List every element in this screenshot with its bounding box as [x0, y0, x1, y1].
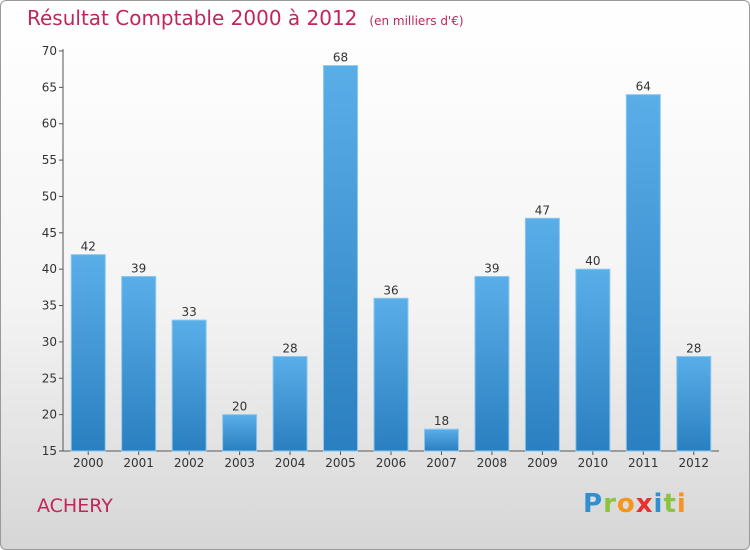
- logo-letter: P: [583, 489, 604, 519]
- x-tick-label: 2009: [527, 456, 558, 470]
- bar: [524, 217, 560, 452]
- bar-value-label: 39: [131, 261, 146, 275]
- x-tick-label: 2011: [628, 456, 659, 470]
- bar: [171, 319, 207, 452]
- bar-value-label: 40: [585, 254, 600, 268]
- logo-letter: o: [616, 489, 636, 519]
- bar-value-label: 47: [535, 203, 550, 217]
- logo-letter: x: [635, 489, 654, 519]
- y-tick-label: 65: [42, 80, 57, 94]
- bar-value-label: 20: [232, 400, 247, 414]
- chart-title-unit: (en milliers d'€): [369, 14, 464, 28]
- proxiti-logo[interactable]: Proxiti: [583, 489, 687, 519]
- logo-letter: t: [663, 489, 677, 519]
- bar-value-label: 28: [686, 341, 701, 355]
- x-tick-label: 2001: [123, 456, 154, 470]
- x-tick-label: 2012: [678, 456, 709, 470]
- y-tick-label: 45: [42, 226, 57, 240]
- bars: 42 39 33 20 28 68 36 18 39 47 40 64 28: [70, 51, 712, 452]
- bar: [323, 65, 359, 452]
- logo-letter: i: [653, 489, 664, 519]
- bar-value-label: 33: [182, 305, 197, 319]
- chart-title-text: Résultat Comptable 2000 à 2012: [27, 6, 358, 30]
- bar-value-label: 64: [636, 80, 651, 94]
- x-tick-label: 2002: [174, 456, 205, 470]
- y-tick-label: 25: [42, 371, 57, 385]
- x-tick-label: 2008: [477, 456, 508, 470]
- y-tick-label: 15: [42, 444, 57, 458]
- bar-value-label: 28: [282, 341, 297, 355]
- bar-value-label: 68: [333, 51, 348, 65]
- commune-name: ACHERY: [37, 495, 113, 517]
- y-tick-label: 35: [42, 299, 57, 313]
- bar: [625, 94, 661, 452]
- y-axis: 15 20 25 30 35 40 45 50 55 60 65 70: [42, 44, 64, 458]
- bar: [423, 428, 459, 452]
- y-tick-label: 20: [42, 408, 57, 422]
- bar: [474, 275, 510, 452]
- y-tick-label: 55: [42, 153, 57, 167]
- y-tick-label: 50: [42, 189, 57, 203]
- y-tick-label: 70: [42, 44, 57, 58]
- x-tick-label: 2005: [325, 456, 356, 470]
- bar-value-label: 39: [484, 261, 499, 275]
- x-tick-label: 2003: [224, 456, 255, 470]
- x-tick-label: 2004: [275, 456, 306, 470]
- bar: [70, 254, 106, 452]
- logo-letter: r: [603, 489, 617, 519]
- x-tick-label: 2006: [376, 456, 407, 470]
- y-tick-label: 60: [42, 117, 57, 131]
- x-tick-label: 2010: [578, 456, 609, 470]
- chart-title: Résultat Comptable 2000 à 2012 (en millie…: [27, 6, 464, 30]
- bar: [272, 355, 308, 452]
- y-tick-label: 40: [42, 262, 57, 276]
- bar: [676, 355, 712, 452]
- bar: [373, 297, 409, 452]
- logo-letter: i: [676, 489, 687, 519]
- x-tick-label: 2000: [73, 456, 104, 470]
- bar: [121, 275, 157, 452]
- bar-value-label: 18: [434, 414, 449, 428]
- x-tick-label: 2007: [426, 456, 457, 470]
- bar-value-label: 36: [383, 283, 398, 297]
- x-axis: 2000 2001 2002 2003 2004 2005 2006 2007 2008 2009…: [63, 450, 719, 470]
- bar: [575, 268, 611, 452]
- bar: [222, 414, 258, 452]
- bar-value-label: 42: [81, 240, 96, 254]
- y-tick-label: 30: [42, 335, 57, 349]
